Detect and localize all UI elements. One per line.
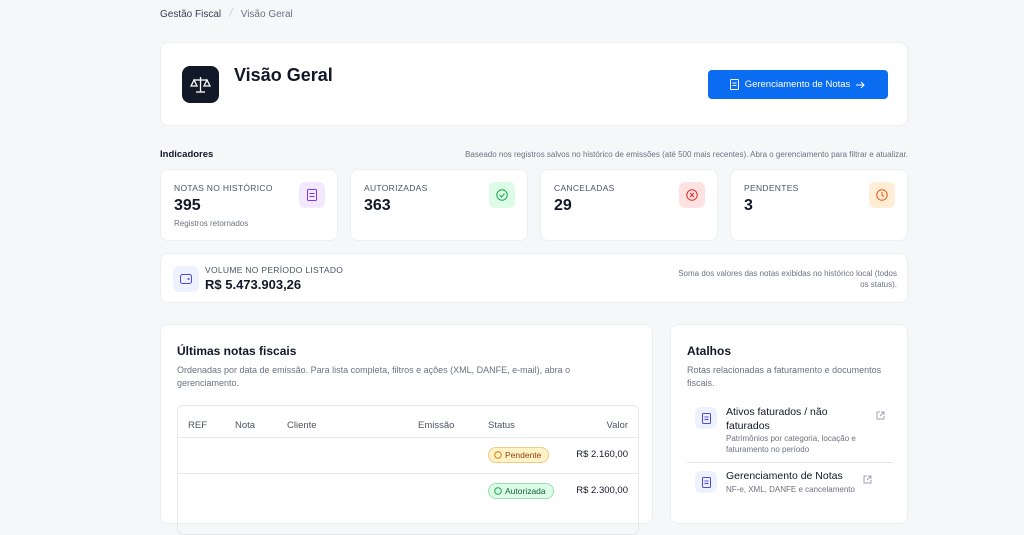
shortcuts-card: Atalhos Rotas relacionadas a faturamento…	[670, 324, 908, 524]
recent-table: REF Nota Cliente Emissão Status Valor Pendente…	[177, 405, 639, 535]
shortcut-title[interactable]: Ativos faturados / não faturados	[726, 406, 828, 432]
indicator-card: NOTAS NO HISTÓRICO 395 Registros retornado…	[160, 169, 338, 241]
volume-value: R$ 5.473.903,26	[205, 277, 302, 292]
shortcut-description: NF-e, XML, DANFE e cancelamento	[726, 485, 855, 494]
status-icon	[494, 451, 502, 459]
shortcut-icon	[695, 407, 717, 429]
column-header: Valor	[606, 420, 628, 431]
card-label: AUTORIZADAS	[364, 183, 428, 193]
status-badge: Autorizada	[488, 483, 554, 499]
status-badge: Pendente	[488, 447, 550, 463]
button-label: Gerenciamento de Notas	[744, 79, 851, 90]
row-divider	[178, 437, 638, 438]
column-header: Nota	[235, 420, 256, 431]
card-label: PENDENTES	[744, 183, 799, 193]
shortcut-title[interactable]: Gerenciamento de Notas	[726, 470, 843, 482]
breadcrumb: Gestão Fiscal Visão Geral	[160, 7, 293, 20]
shortcut-icon	[695, 471, 717, 493]
card-icon	[489, 182, 515, 208]
shortcut-description: Patrimônios por categoria, locação e fat…	[726, 434, 856, 454]
cell-value: R$ 2.160,00	[576, 449, 628, 460]
volume-note: Soma dos valores das notas exibidas no h…	[678, 269, 897, 289]
page-title: Visão Geral	[234, 65, 333, 85]
card-sub: Registros retornados	[174, 219, 249, 228]
card-value: 3	[744, 197, 753, 214]
card-label: CANCELADAS	[554, 183, 615, 193]
recent-title: Últimas notas fiscais	[177, 344, 297, 358]
recent-description: Ordenadas por data de emissão. Para list…	[177, 365, 571, 388]
external-link-icon[interactable]	[863, 471, 872, 489]
section-label: Indicadores	[160, 149, 214, 160]
card-value: 29	[554, 197, 572, 214]
card-value: 395	[174, 197, 201, 214]
status-icon	[494, 487, 502, 495]
column-header: Status	[488, 420, 515, 431]
recent-card: Últimas notas fiscais Ordenadas por data…	[160, 324, 653, 535]
breadcrumb-link[interactable]: Gestão Fiscal	[160, 9, 222, 20]
shortcuts-title: Atalhos	[687, 344, 732, 358]
breadcrumb-current: Visão Geral	[240, 9, 293, 20]
column-header: REF	[188, 420, 207, 431]
indicator-card: AUTORIZADAS 363	[350, 169, 528, 241]
header-icon	[182, 66, 219, 103]
row-divider	[178, 473, 638, 474]
separator	[228, 7, 234, 18]
volume-card: VOLUME NO PERÍODO LISTADO R$ 5.473.903,2…	[160, 253, 908, 303]
column-header: Cliente	[287, 420, 317, 431]
card-label: NOTAS NO HISTÓRICO	[174, 183, 273, 193]
divider	[687, 462, 893, 463]
primary-button[interactable]: Gerenciamento de Notas	[708, 70, 888, 99]
volume-icon	[173, 266, 199, 292]
page: Gestão Fiscal Visão Geral Visão Geral Ge…	[160, 7, 908, 535]
card-icon	[679, 182, 705, 208]
header-card: Visão Geral Gerenciamento de Notas	[160, 42, 908, 126]
volume-label: VOLUME NO PERÍODO LISTADO	[205, 265, 344, 275]
external-link-icon[interactable]	[876, 407, 885, 425]
column-header: Emissão	[418, 420, 455, 431]
card-value: 363	[364, 197, 391, 214]
shortcuts-description: Rotas relacionadas a faturamento e docum…	[687, 365, 882, 388]
card-icon	[869, 182, 895, 208]
indicator-card: CANCELADAS 29	[540, 169, 718, 241]
section-note: Baseado nos registros salvos no históric…	[465, 150, 908, 159]
card-icon	[299, 182, 325, 208]
cell-value: R$ 2.300,00	[576, 485, 628, 496]
indicator-card: PENDENTES 3	[730, 169, 908, 241]
